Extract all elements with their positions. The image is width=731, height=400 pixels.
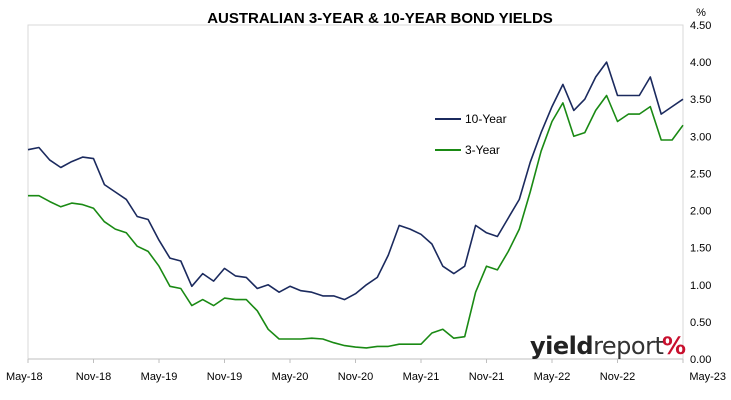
x-tick-label: Nov-19 xyxy=(207,371,242,383)
y-tick-label: 1.00 xyxy=(690,280,711,292)
y-tick-label: 0.00 xyxy=(690,354,711,366)
x-tick-label: Nov-21 xyxy=(469,371,504,383)
series-line-3-year xyxy=(28,94,684,349)
series-line-10-year xyxy=(27,61,684,301)
logo-text-report: report xyxy=(593,332,663,360)
legend-label-3-year: 3-Year xyxy=(465,143,500,157)
chart-title: AUSTRALIAN 3-YEAR & 10-YEAR BOND YIELDS xyxy=(207,10,553,27)
y-tick-label: 1.50 xyxy=(690,243,711,255)
x-tick-label: May-18 xyxy=(6,371,43,383)
legend-label-10-year: 10-Year xyxy=(465,112,507,126)
logo-percent-icon: % xyxy=(662,332,686,360)
plot-area xyxy=(27,24,684,360)
y-tick-label: 4.50 xyxy=(690,20,711,32)
y-tick-label: 3.50 xyxy=(690,94,711,106)
yieldreport-logo: yieldreport % xyxy=(530,332,686,360)
x-tick-label: May-21 xyxy=(403,371,440,383)
x-axis-ticks: May-18 Nov-18 May-19 Nov-19 May-20 Nov-20 May-… xyxy=(6,359,726,383)
y-tick-label: 2.00 xyxy=(690,206,711,218)
x-tick-label: May-19 xyxy=(141,371,178,383)
x-tick-label: May-22 xyxy=(534,371,571,383)
legend: 10-Year 3-Year xyxy=(435,112,507,157)
x-tick-label: Nov-22 xyxy=(600,371,635,383)
x-tick-label: May-20 xyxy=(272,371,309,383)
x-tick-label: Nov-18 xyxy=(76,371,111,383)
y-axis-ticks: 0.00 0.50 1.00 1.50 2.00 2.50 3.00 3.50 4.00 4.50 xyxy=(690,20,711,366)
x-tick-label: Nov-20 xyxy=(338,371,373,383)
y-tick-label: 4.00 xyxy=(690,57,711,69)
y-tick-label: 0.50 xyxy=(690,317,711,329)
y-tick-label: 3.00 xyxy=(690,131,711,143)
x-tick-label: May-23 xyxy=(689,371,726,383)
svg-text:yieldreport: yieldreport xyxy=(530,332,663,360)
series-layer xyxy=(27,61,684,349)
y-tick-label: 2.50 xyxy=(690,168,711,180)
y-axis-unit: % xyxy=(696,7,706,19)
logo-text-yield: yield xyxy=(530,332,593,360)
